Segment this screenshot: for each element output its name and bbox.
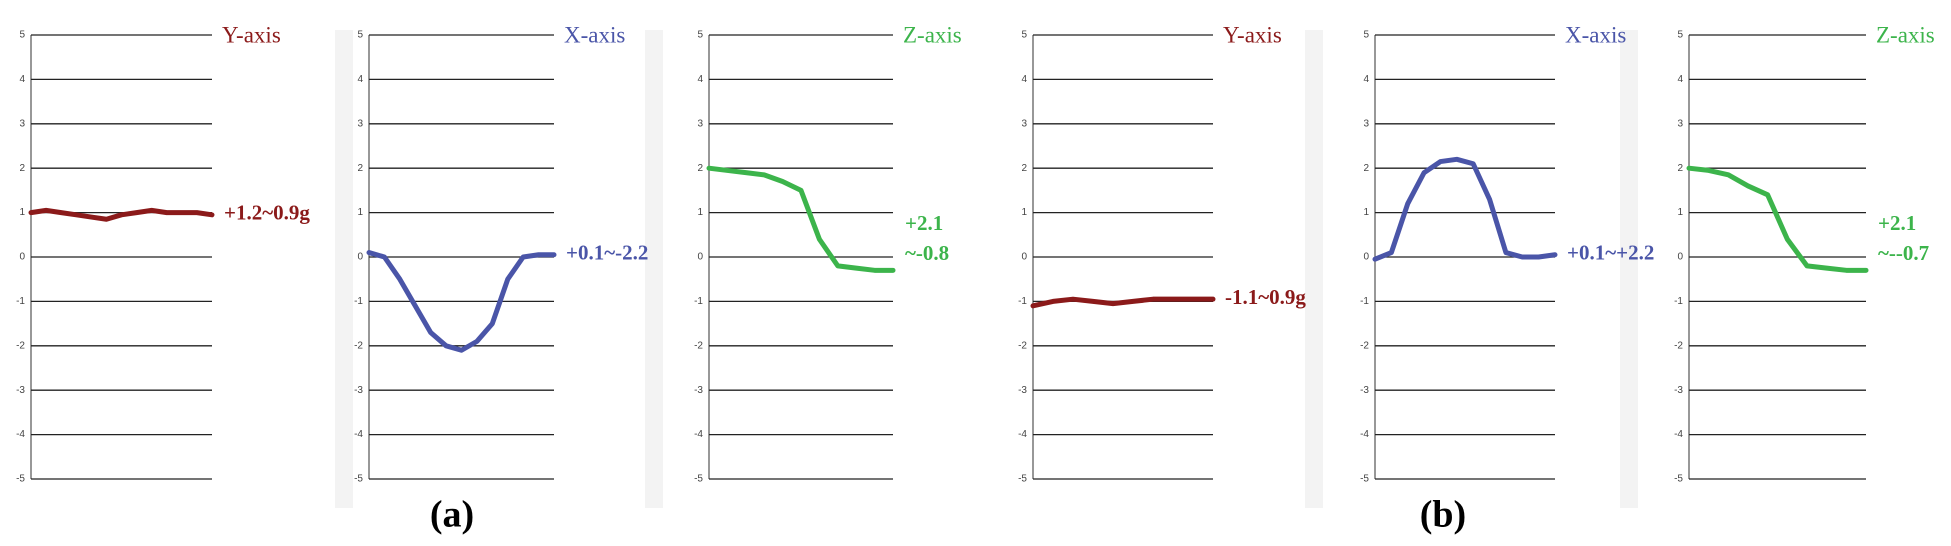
y-tick-label: -1: [694, 296, 703, 307]
y-tick-label: 5: [1677, 30, 1683, 41]
y-tick-label: 4: [1363, 74, 1369, 85]
panel-label: (b): [1420, 494, 1466, 536]
y-tick-label: 3: [19, 118, 25, 129]
chart-title: Z-axis: [1876, 22, 1935, 47]
annotation: ~--0.7: [1878, 241, 1929, 265]
y-tick-label: 4: [19, 74, 25, 85]
y-tick-label: -1: [1018, 296, 1027, 307]
y-tick-label: -2: [1360, 340, 1369, 351]
y-tick-label: -2: [354, 340, 363, 351]
y-tick-label: -5: [1018, 474, 1027, 485]
y-tick-label: 1: [1363, 207, 1369, 218]
y-tick-label: 3: [1363, 118, 1369, 129]
y-tick-label: -4: [354, 429, 363, 440]
y-tick-label: 4: [697, 74, 703, 85]
annotation: -1.1~0.9g: [1225, 285, 1306, 309]
chart-title: Y-axis: [222, 22, 281, 47]
panel-label: (a): [430, 494, 474, 536]
y-tick-label: -3: [354, 385, 363, 396]
y-tick-label: -1: [354, 296, 363, 307]
y-tick-label: -5: [16, 474, 25, 485]
y-tick-label: 0: [357, 252, 363, 263]
y-tick-label: -3: [1018, 385, 1027, 396]
y-tick-label: 0: [1363, 252, 1369, 263]
y-tick-label: 5: [1363, 30, 1369, 41]
y-tick-label: 1: [357, 207, 363, 218]
panel-shade: [1305, 30, 1323, 508]
y-tick-label: 5: [357, 30, 363, 41]
y-tick-label: 4: [1021, 74, 1027, 85]
y-tick-label: 0: [697, 252, 703, 263]
data-line: [1030, 296, 1216, 309]
data-line: [28, 207, 215, 222]
annotation: +2.1: [1878, 211, 1916, 235]
y-tick-label: -5: [1360, 474, 1369, 485]
data-line: [366, 250, 557, 353]
annotation: +1.2~0.9g: [224, 201, 310, 225]
y-tick-label: -3: [1360, 385, 1369, 396]
y-tick-label: -1: [16, 296, 25, 307]
y-tick-label: -3: [1674, 385, 1683, 396]
y-tick-label: 4: [1677, 74, 1683, 85]
chart-title: X-axis: [1565, 22, 1626, 47]
y-tick-label: -1: [1360, 296, 1369, 307]
y-tick-label: -2: [1674, 340, 1683, 351]
y-tick-label: -5: [1674, 474, 1683, 485]
y-tick-label: 1: [19, 207, 25, 218]
y-tick-label: -3: [16, 385, 25, 396]
chart-title: X-axis: [564, 22, 625, 47]
y-tick-label: 3: [697, 118, 703, 129]
y-tick-label: 2: [19, 163, 25, 174]
y-tick-label: -3: [694, 385, 703, 396]
y-tick-label: -4: [16, 429, 25, 440]
y-tick-label: 0: [1021, 252, 1027, 263]
data-line: [706, 165, 896, 273]
y-tick-label: -4: [694, 429, 703, 440]
annotation: +0.1~-2.2: [566, 241, 648, 265]
y-tick-label: 1: [697, 207, 703, 218]
chart-title: Y-axis: [1223, 22, 1282, 47]
y-tick-label: 2: [1021, 163, 1027, 174]
y-tick-label: -2: [16, 340, 25, 351]
annotation: ~-0.8: [905, 241, 949, 265]
y-tick-label: 5: [1021, 30, 1027, 41]
annotation: +2.1: [905, 211, 943, 235]
y-tick-label: 2: [357, 163, 363, 174]
y-tick-label: 4: [357, 74, 363, 85]
y-tick-label: 0: [1677, 252, 1683, 263]
panel-shade: [335, 30, 353, 508]
y-tick-label: 0: [19, 252, 25, 263]
y-tick-label: 5: [697, 30, 703, 41]
y-tick-label: -5: [694, 474, 703, 485]
data-line: [1686, 165, 1869, 273]
y-tick-label: 2: [697, 163, 703, 174]
y-tick-label: 1: [1677, 207, 1683, 218]
y-tick-label: 3: [357, 118, 363, 129]
y-tick-label: -4: [1018, 429, 1027, 440]
y-tick-label: -4: [1674, 429, 1683, 440]
data-line: [1372, 156, 1558, 262]
y-tick-label: 1: [1021, 207, 1027, 218]
y-tick-label: 3: [1021, 118, 1027, 129]
y-tick-label: -5: [354, 474, 363, 485]
y-tick-label: -4: [1360, 429, 1369, 440]
y-tick-label: -2: [694, 340, 703, 351]
y-tick-label: 2: [1363, 163, 1369, 174]
y-tick-label: -2: [1018, 340, 1027, 351]
panel-shade: [1620, 30, 1638, 508]
y-tick-label: 2: [1677, 163, 1683, 174]
y-tick-label: 5: [19, 30, 25, 41]
chart-title: Z-axis: [903, 22, 962, 47]
y-tick-label: -1: [1674, 296, 1683, 307]
y-tick-label: 3: [1677, 118, 1683, 129]
panel-shade: [645, 30, 663, 508]
annotation: +0.1~+2.2: [1567, 241, 1654, 265]
